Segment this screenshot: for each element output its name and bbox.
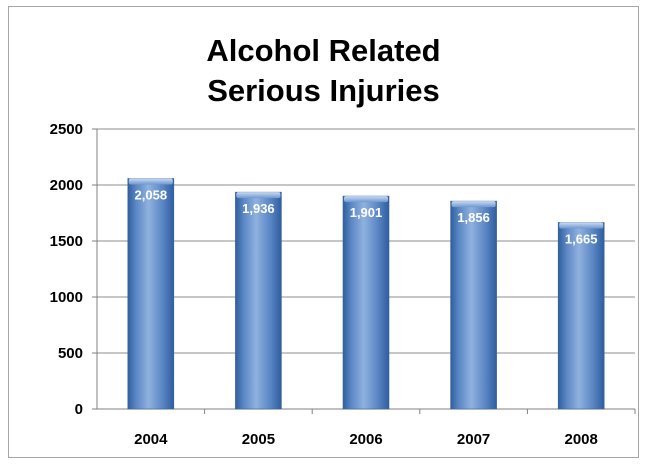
y-tick-label: 1500 xyxy=(50,233,83,250)
bar-cap-2006 xyxy=(344,196,388,203)
chart-frame: Alcohol Related Serious Injuries 0 500 100… xyxy=(8,6,639,458)
bar-value-label: 1,665 xyxy=(565,232,598,247)
bar-2007 xyxy=(450,200,497,410)
x-tick-label: 2004 xyxy=(134,431,168,448)
bar-chart-plot: 0 500 1000 1500 2000 2500 2,058 2004 1,936 2005 1,… xyxy=(50,121,636,448)
bar-cap-2005 xyxy=(236,192,281,199)
bar-2006 xyxy=(342,195,390,410)
bar-cap-2004 xyxy=(128,178,173,185)
y-tick-label: 1000 xyxy=(50,289,83,306)
y-tick-label: 0 xyxy=(75,401,83,418)
bar-2008 xyxy=(557,222,605,410)
bar-value-label: 1,856 xyxy=(457,210,490,225)
bar-2005 xyxy=(235,191,282,410)
y-tick-label: 2500 xyxy=(50,121,83,138)
bar-value-label: 1,936 xyxy=(242,201,275,216)
bar-cap-2007 xyxy=(451,201,496,208)
chart-title: Alcohol Related Serious Injuries xyxy=(9,31,638,111)
bar-value-label: 2,058 xyxy=(135,188,168,203)
x-tick-label: 2006 xyxy=(349,431,382,448)
chart-title-line-1: Alcohol Related xyxy=(206,33,441,68)
x-tick-label: 2008 xyxy=(565,431,598,448)
y-tick-label: 500 xyxy=(58,345,83,362)
x-tick-label: 2005 xyxy=(242,431,275,448)
bar-2004 xyxy=(127,178,175,410)
x-tick-label: 2007 xyxy=(457,431,490,448)
chart-title-line-2: Serious Injuries xyxy=(207,73,440,108)
y-tick-label: 2000 xyxy=(50,177,83,194)
bar-value-label: 1,901 xyxy=(350,205,383,220)
bar-cap-2008 xyxy=(559,222,604,229)
